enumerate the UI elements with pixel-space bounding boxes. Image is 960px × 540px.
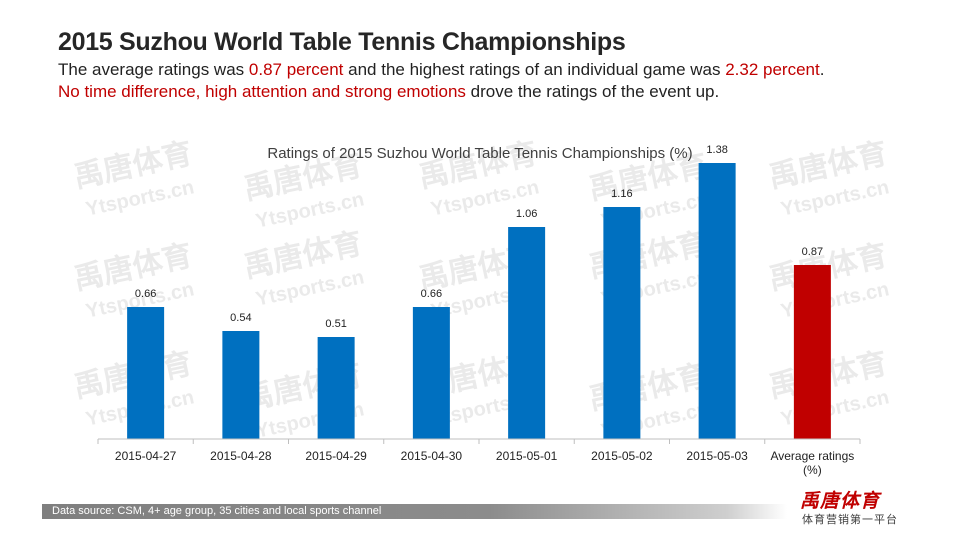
average-ratings-highlight: 0.87 percent [248, 60, 344, 79]
logo-tagline: 体育营销第一平台 [802, 514, 898, 526]
page-title: 2015 Suzhou World Table Tennis Champions… [58, 28, 626, 56]
subtitle-text: . [819, 60, 825, 79]
category-labels-layer: 2015-04-27 2015-04-28 2015-04-29 2015-04-30… [115, 449, 854, 477]
data-label: 0.54 [230, 312, 251, 324]
data-label: 0.51 [325, 318, 346, 330]
data-label: 1.38 [706, 144, 727, 156]
data-label: 0.66 [421, 288, 442, 300]
category-label: (%) [803, 463, 822, 477]
bar [793, 265, 831, 439]
category-label: 2015-05-03 [686, 449, 748, 463]
bar [412, 307, 450, 439]
bar [603, 207, 641, 439]
subtitle-text: drove the ratings of the event up. [465, 82, 720, 101]
highest-ratings-highlight: 2.32 percent [725, 60, 820, 79]
subtitle: The average ratings was 0.87 percent and… [58, 59, 938, 103]
bar [508, 227, 546, 439]
bars-layer [127, 163, 831, 439]
category-label: 2015-05-01 [496, 449, 558, 463]
bar [317, 337, 355, 439]
data-label: 1.16 [611, 188, 632, 200]
category-label: Average ratings [770, 449, 854, 463]
category-label: 2015-04-28 [210, 449, 272, 463]
bar [127, 307, 165, 439]
value-labels-layer: 0.66 0.54 0.51 0.66 1.06 1.16 1.38 0.87 [135, 144, 823, 330]
data-source-note: Data source: CSM, 4+ age group, 35 citie… [52, 505, 382, 517]
data-label: 1.06 [516, 208, 537, 220]
subtitle-text: and the highest ratings of an individual… [343, 60, 726, 79]
chart-title: Ratings of 2015 Suzhou World Table Tenni… [267, 145, 692, 162]
bar [698, 163, 736, 439]
drivers-highlight: No time difference, high attention and s… [58, 82, 466, 101]
bar [222, 331, 260, 439]
ytsports-logo: 禹唐体育 [800, 491, 881, 512]
x-axis-ticks [97, 439, 861, 444]
category-label: 2015-04-30 [401, 449, 463, 463]
footer-bar [42, 504, 787, 519]
category-label: 2015-05-02 [591, 449, 653, 463]
category-label: 2015-04-27 [115, 449, 177, 463]
subtitle-text: The average ratings was [58, 60, 249, 79]
data-label: 0.87 [802, 246, 823, 258]
data-label: 0.66 [135, 288, 156, 300]
category-label: 2015-04-29 [305, 449, 367, 463]
